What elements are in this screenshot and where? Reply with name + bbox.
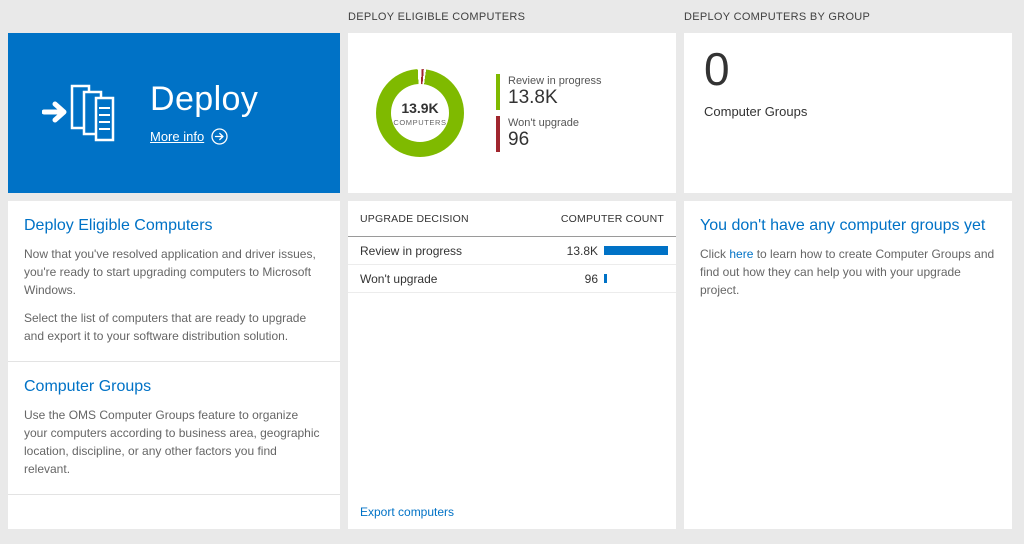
middle-column: DEPLOY ELIGIBLE COMPUTERS 13.9K COMPUTER… [348, 0, 676, 544]
table-row-review-in-progress[interactable]: Review in progress 13.8K [348, 237, 676, 265]
deploy-info-card: Deploy Eligible Computers Now that you'v… [8, 201, 340, 529]
table-spacer [348, 293, 676, 505]
row-count: 13.8K [566, 243, 598, 258]
row-count: 96 [584, 271, 598, 286]
tile-title: Deploy [150, 80, 259, 119]
section-paragraph: Now that you've resolved application and… [24, 247, 316, 297]
row-bar [604, 246, 668, 255]
here-link[interactable]: here [729, 247, 754, 261]
legend-label: Review in progress [508, 75, 602, 88]
more-info-link[interactable]: More info [150, 128, 205, 144]
legend-item-review-in-progress: Review in progress 13.8K [496, 74, 602, 110]
empty-state-text: Click here to learn how to create Comput… [700, 245, 996, 299]
deploy-tile[interactable]: Deploy More info [8, 33, 340, 193]
empty-text-after: to learn how to create Computer Groups a… [700, 247, 995, 297]
export-computers-link[interactable]: Export computers [360, 505, 455, 519]
tile-text: Deploy More info [150, 80, 259, 145]
column-header-spacer [8, 0, 340, 33]
upgrade-decision-table-card: UPGRADE DECISION COMPUTER COUNT Review i… [348, 201, 676, 529]
row-bar [604, 274, 607, 283]
donut-center-value: 13.9K [401, 99, 439, 116]
column-header-upgrade-decision: UPGRADE DECISION [360, 212, 469, 225]
left-column: Deploy More info Deploy Eligible Compute… [8, 0, 340, 544]
legend-value: 13.8K [508, 87, 558, 109]
arrow-circle-icon[interactable] [211, 128, 228, 145]
table-row-wont-upgrade[interactable]: Won't upgrade 96 [348, 265, 676, 293]
empty-text-before: Click [700, 247, 730, 261]
section-heading: Computer Groups [24, 378, 152, 395]
group-count-value: 0 [704, 43, 730, 95]
legend-label: Won't upgrade [508, 117, 580, 129]
row-label: Review in progress [360, 243, 463, 258]
section-deploy-eligible: Deploy Eligible Computers Now that you'v… [8, 201, 340, 362]
row-bar-track [604, 265, 668, 292]
chart-legend: Review in progress 13.8K Won't upgrade 9… [496, 74, 602, 152]
legend-value: 96 [508, 129, 530, 150]
eligible-computers-chart-card: 13.9K COMPUTERS Review in progress 13.8K… [348, 33, 676, 193]
group-count-label: Computer Groups [704, 103, 808, 119]
section-paragraph: Use the OMS Computer Groups feature to o… [24, 408, 320, 476]
row-bar-track [604, 237, 668, 264]
empty-state-heading: You don't have any computer groups yet [700, 217, 986, 234]
section-heading: Deploy Eligible Computers [24, 217, 213, 234]
more-info: More info [150, 128, 258, 145]
table-header: UPGRADE DECISION COMPUTER COUNT [348, 201, 676, 237]
right-column: DEPLOY COMPUTERS BY GROUP 0 Computer Gro… [684, 0, 1012, 544]
column-header-deploy-eligible: DEPLOY ELIGIBLE COMPUTERS [348, 10, 526, 23]
deploy-icon [42, 82, 120, 144]
donut-center-label: COMPUTERS [393, 117, 447, 127]
section-computer-groups: Computer Groups Use the OMS Computer Gro… [8, 362, 340, 495]
legend-color-bar [496, 74, 500, 110]
computer-groups-count-card: 0 Computer Groups [684, 33, 1012, 193]
legend-item-wont-upgrade: Won't upgrade 96 [496, 116, 602, 152]
legend-color-bar [496, 116, 500, 152]
donut-chart[interactable]: 13.9K COMPUTERS [376, 69, 464, 157]
column-header-computer-count: COMPUTER COUNT [560, 212, 664, 225]
column-header-deploy-by-group: DEPLOY COMPUTERS BY GROUP [684, 10, 871, 23]
computer-groups-empty-card: You don't have any computer groups yet C… [684, 201, 1012, 529]
row-label: Won't upgrade [360, 271, 438, 286]
donut-center: 13.9K COMPUTERS [391, 84, 449, 142]
section-paragraph: Select the list of computers that are re… [24, 311, 307, 343]
